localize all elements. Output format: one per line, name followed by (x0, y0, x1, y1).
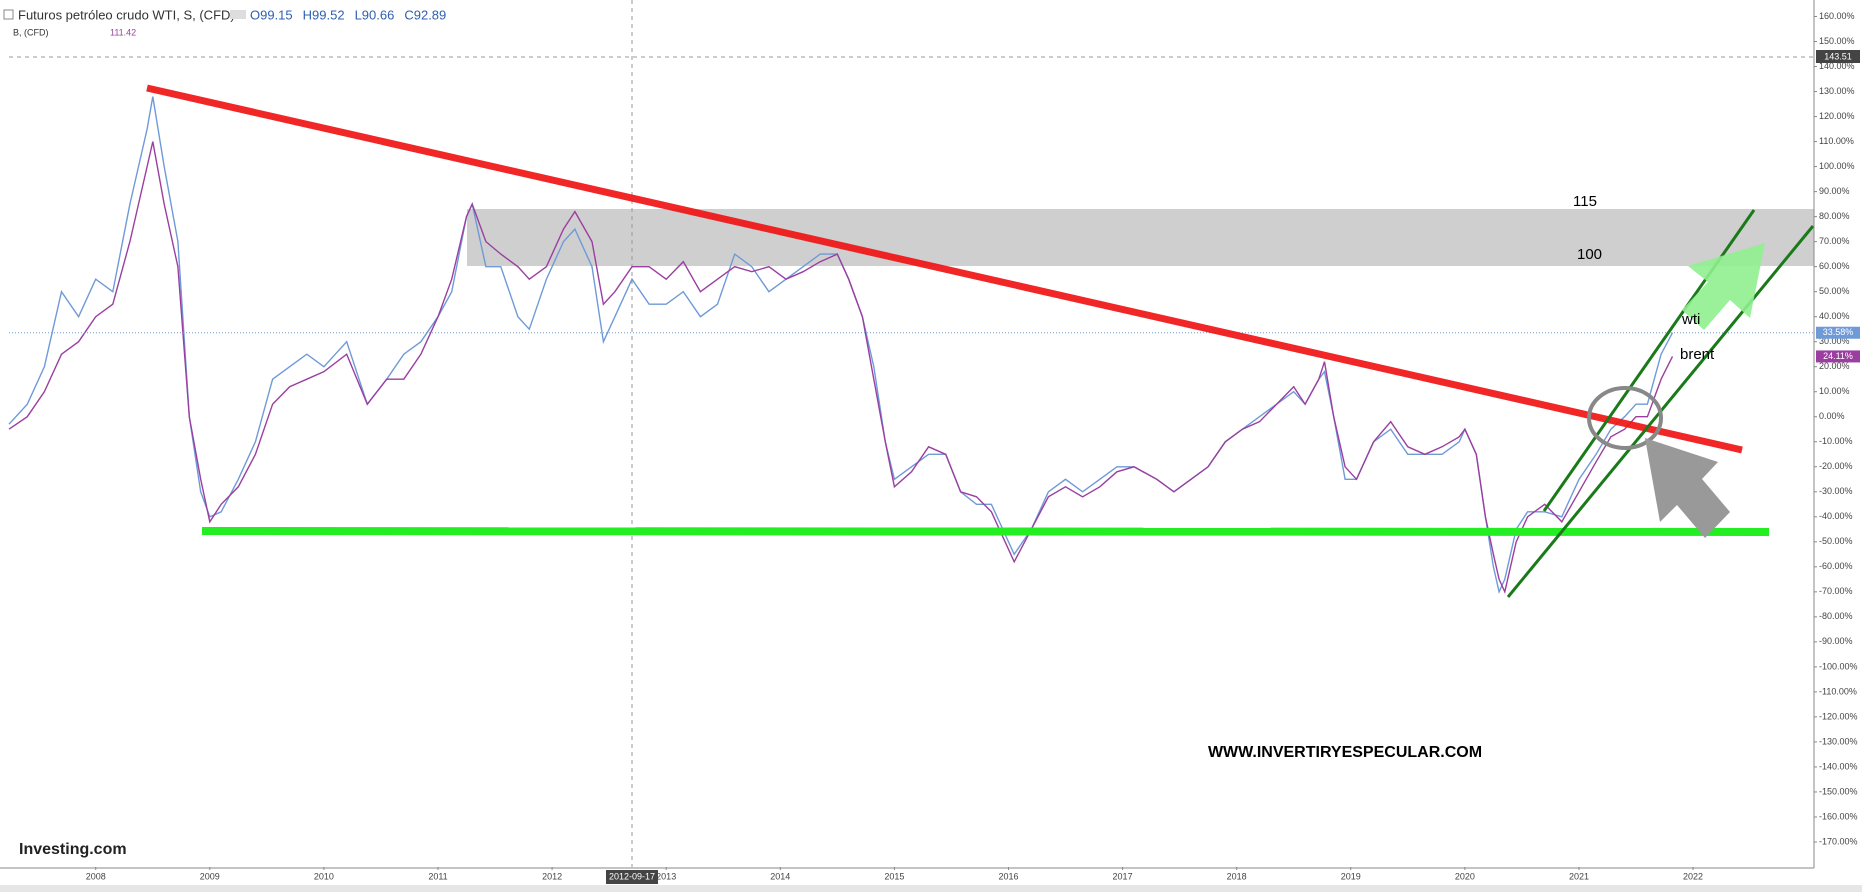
crosshair-y-box (1816, 50, 1860, 63)
legend-entry: B, (CFD) (13, 27, 49, 37)
y-tick-label: -100.00% (1819, 661, 1858, 671)
y-tick-label: -60.00% (1819, 561, 1853, 571)
x-tick-label: 2015 (884, 871, 904, 881)
series-line (8, 141, 1674, 594)
last-value-label: 33.58% (1823, 327, 1854, 337)
x-tick-label: 2022 (1683, 871, 1703, 881)
ohlc-value: C92.89 (404, 7, 446, 22)
y-tick-label: -120.00% (1819, 711, 1858, 721)
y-tick-label: -50.00% (1819, 536, 1853, 546)
x-tick-label: 2010 (314, 871, 334, 881)
legend-entry: Futuros petróleo crudo WTI, S, (CFD) (18, 7, 235, 22)
y-tick-label: -40.00% (1819, 511, 1853, 521)
y-tick-label: 160.00% (1819, 11, 1855, 21)
bottom-toolbar (0, 885, 1862, 892)
header-icons (230, 10, 246, 19)
x-tick-label: 2016 (998, 871, 1018, 881)
y-tick-label: -10.00% (1819, 436, 1853, 446)
y-tick-label: 40.00% (1819, 311, 1850, 321)
ohlc-value: O99.15 (250, 7, 293, 22)
drawings-under (467, 209, 1814, 266)
y-tick-label: -150.00% (1819, 786, 1858, 796)
trend-line (146, 84, 1743, 454)
wti-label: wti (1681, 311, 1700, 328)
y-tick-label: 110.00% (1819, 136, 1854, 146)
last-value-label: 24.11% (1823, 351, 1853, 361)
x-tick-label: 2018 (1227, 871, 1247, 881)
y-tick-label: 100.00% (1819, 161, 1855, 171)
level-label: 100 (1577, 246, 1602, 263)
resistance-zone (467, 209, 1814, 266)
y-tick-label: 150.00% (1819, 36, 1855, 46)
plot (8, 96, 1814, 594)
y-tick-label: -20.00% (1819, 461, 1853, 471)
y-tick-label: 140.00% (1819, 61, 1855, 71)
secondary-value: 111.42 (110, 27, 136, 37)
y-tick-label: -90.00% (1819, 636, 1853, 646)
x-tick-label: 2020 (1455, 871, 1475, 881)
x-tick-label: 2009 (200, 871, 220, 881)
crosshair-y-label: 143.51 (1824, 51, 1852, 61)
x-tick-label: 2012 (542, 871, 562, 881)
y-tick-label: 130.00% (1819, 86, 1855, 96)
crosshair-x-box (606, 870, 658, 884)
x-tick-label: 2019 (1341, 871, 1361, 881)
logo[interactable]: Investing.com (19, 841, 127, 858)
y-tick-label: -80.00% (1819, 611, 1853, 621)
y-tick-label: -70.00% (1819, 586, 1853, 596)
axes: 160.00% 150.00% 140.00% 130.00% 120.00% 110.0… (86, 11, 1860, 881)
drawings: 115 100 wti brent WWW.INVERTIRYESPECULAR… (19, 84, 1815, 858)
y-tick-label: 120.00% (1819, 111, 1855, 121)
x-tick-label: 2014 (770, 871, 790, 881)
y-tick-label: -30.00% (1819, 486, 1853, 496)
green-arrow (1682, 243, 1765, 330)
y-tick-label: -170.00% (1819, 836, 1858, 846)
y-tick-label: -140.00% (1819, 761, 1858, 771)
ohlc-value: L90.66 (355, 7, 395, 22)
crosshair-x-label: 2012-09-17 (609, 871, 655, 881)
x-tick-label: 2008 (86, 871, 106, 881)
y-tick-label: 30.00% (1819, 336, 1850, 346)
x-tick-label: 2021 (1569, 871, 1589, 881)
level-label: 115 (1573, 193, 1597, 210)
y-tick-label: -160.00% (1819, 811, 1858, 821)
website: WWW.INVERTIRYESPECULAR.COM (1208, 744, 1482, 761)
last-value-box (1816, 326, 1860, 339)
y-tick-label: -110.00% (1819, 686, 1857, 696)
x-tick-label: 2017 (1113, 871, 1133, 881)
y-tick-label: 60.00% (1819, 261, 1850, 271)
highlight-circle (1587, 386, 1663, 450)
y-tick-label: 50.00% (1819, 286, 1850, 296)
x-tick-label: 2013 (656, 871, 676, 881)
y-tick-label: 10.00% (1819, 386, 1850, 396)
y-tick-label: 70.00% (1819, 236, 1850, 246)
ohlc-value: H99.52 (303, 7, 345, 22)
x-tick-label: 2011 (428, 871, 447, 881)
legend: Futuros petróleo crudo WTI, S, (CFD) B, … (3, 7, 235, 37)
brent-label: brent (1680, 346, 1715, 363)
y-tick-label: 90.00% (1819, 186, 1850, 196)
series-line (8, 96, 1674, 594)
support-line (201, 527, 1770, 536)
grey-arrow (1645, 438, 1730, 538)
collapse-icon[interactable] (3, 9, 14, 20)
y-tick-label: 80.00% (1819, 211, 1850, 221)
last-value-box (1816, 350, 1860, 363)
y-tick-label: 0.00% (1819, 411, 1845, 421)
y-tick-label: 20.00% (1819, 361, 1850, 371)
y-tick-label: -130.00% (1819, 736, 1858, 746)
